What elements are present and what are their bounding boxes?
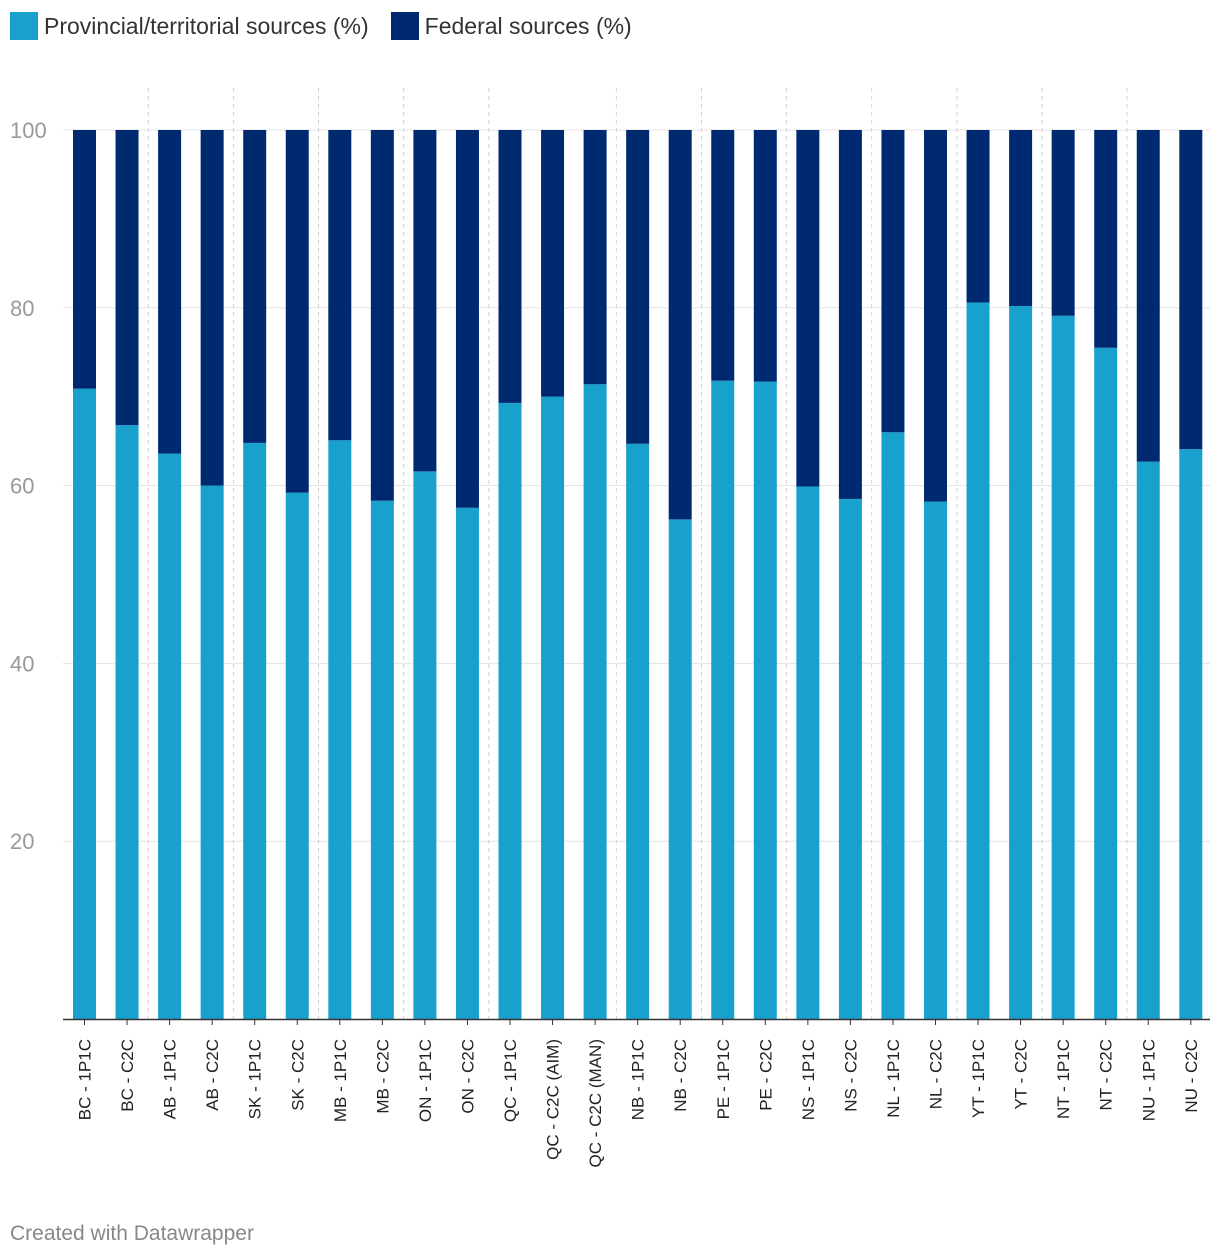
bar-federal: NS - 1P1C — Federal sources (%): 40.1 (796, 130, 820, 487)
bar-federal: AB - C2C — Federal sources (%): 40 (200, 130, 224, 486)
bar-provincial: NU - C2C — Provincial/territorial source… (1179, 449, 1203, 1019)
bar-federal: MB - 1P1C — Federal sources (%): 34.9 (328, 130, 352, 441)
bar-federal: MB - C2C — Federal sources (%): 41.7 (370, 130, 394, 501)
bar-provincial: QC - C2C (MAN) — Provincial/territorial … (583, 384, 607, 1019)
bar-provincial: NL - C2C — Provincial/territorial source… (924, 501, 947, 1019)
y-tick-label-20: 20 (10, 829, 34, 854)
bar-provincial: AB - 1P1C — Provincial/territorial sourc… (158, 453, 182, 1019)
credit-footer[interactable]: Created with Datawrapper (10, 1222, 254, 1245)
bar-provincial: BC - 1P1C — Provincial/territorial sourc… (73, 388, 96, 1020)
legend-label-provincial: Provincial/territorial sources (%) (44, 12, 369, 39)
bar-federal: NT - C2C — Federal sources (%): 24.5 (1094, 130, 1118, 348)
bar-federal: QC - 1P1C — Federal sources (%): 30.7 (498, 130, 522, 403)
x-tick-label: MB - 1P1C (331, 1039, 350, 1122)
y-tick-label-40: 40 (10, 651, 34, 676)
bar-federal: BC - C2C — Federal sources (%): 33.2 (115, 130, 139, 426)
bar-federal: NS - C2C — Federal sources (%): 41.5 (838, 130, 862, 499)
x-tick-label: QC - 1P1C (501, 1039, 520, 1122)
x-tick-label: BC - 1P1C (76, 1039, 95, 1120)
bar-federal: NB - 1P1C — Federal sources (%): 35.3 (626, 130, 650, 444)
bar-federal: NB - C2C — Federal sources (%): 43.8 (668, 130, 692, 520)
bar-federal: BC - 1P1C — Federal sources (%): 29.1 (73, 130, 96, 389)
y-tick-label-60: 60 (10, 474, 34, 499)
bar-federal: NU - C2C — Federal sources (%): 35.9 (1179, 130, 1203, 450)
bar-provincial: PE - 1P1C — Provincial/territorial sourc… (711, 380, 735, 1019)
legend: Provincial/territorial sources (%) Feder… (10, 12, 654, 40)
x-tick-label: QC - C2C (MAN) (586, 1039, 605, 1167)
bar-provincial: MB - C2C — Provincial/territorial source… (370, 500, 394, 1019)
y-tick-label-100: 100 (10, 118, 47, 143)
x-tick-label: ON - 1P1C (416, 1039, 435, 1122)
x-tick-label: NT - C2C (1097, 1039, 1116, 1110)
x-tick-label: QC - C2C (AIM) (544, 1039, 563, 1160)
stacked-bar-chart: 20 40 60 80 100 BC - 1P1C — Provincial/territ… (10, 88, 1210, 1167)
x-tick-label: SK - C2C (288, 1039, 307, 1111)
bar-federal: NL - C2C — Federal sources (%): 41.8 (924, 130, 947, 502)
x-tick-label: ON - C2C (458, 1039, 477, 1114)
legend-item-federal[interactable]: Federal sources (%) (390, 12, 632, 40)
x-tick-label: MB - C2C (373, 1039, 392, 1114)
x-tick-label: AB - 1P1C (161, 1039, 180, 1119)
x-tick-label: NS - 1P1C (799, 1039, 818, 1120)
bar-provincial: AB - C2C — Provincial/territorial source… (200, 485, 224, 1020)
bar-provincial: ON - 1P1C — Provincial/territorial sourc… (413, 471, 437, 1020)
bar-federal: NT - 1P1C — Federal sources (%): 20.9 (1051, 130, 1075, 316)
legend-label-federal: Federal sources (%) (424, 12, 632, 39)
bar-federal: YT - 1P1C — Federal sources (%): 19.4 (966, 130, 990, 303)
x-tick-label: NS - C2C (841, 1039, 860, 1112)
x-tick-label: SK - 1P1C (246, 1039, 265, 1119)
bar-provincial: YT - 1P1C — Provincial/territorial sourc… (966, 302, 990, 1019)
bar-federal: SK - 1P1C — Federal sources (%): 35.2 (243, 130, 267, 443)
x-tick-label: NU - C2C (1182, 1039, 1201, 1113)
x-tick-label: NL - 1P1C (884, 1039, 903, 1118)
bar-federal: AB - 1P1C — Federal sources (%): 36.4 (158, 130, 182, 454)
bar-provincial: NL - 1P1C — Provincial/territorial sourc… (881, 432, 905, 1019)
legend-swatch-federal (390, 12, 419, 40)
legend-swatch-provincial (10, 12, 38, 40)
x-tick-label: NB - 1P1C (629, 1039, 648, 1120)
x-tick-label: YT - C2C (1012, 1039, 1031, 1110)
bar-provincial: NS - C2C — Provincial/territorial source… (838, 498, 862, 1019)
bar-federal: PE - 1P1C — Federal sources (%): 28.2 (711, 130, 735, 381)
bar-provincial: BC - C2C — Provincial/territorial source… (115, 425, 139, 1019)
bar-federal: SK - C2C — Federal sources (%): 40.8 (285, 130, 309, 493)
bar-provincial: NT - 1P1C — Provincial/territorial sourc… (1051, 315, 1075, 1019)
x-tick-label: NB - C2C (671, 1039, 690, 1112)
bar-provincial: NB - C2C — Provincial/territorial source… (668, 519, 692, 1019)
legend-item-provincial[interactable]: Provincial/territorial sources (%) (10, 12, 369, 40)
bar-provincial: SK - C2C — Provincial/territorial source… (285, 492, 309, 1019)
bar-federal: ON - C2C — Federal sources (%): 42.5 (455, 130, 479, 508)
bar-provincial: NS - 1P1C — Provincial/territorial sourc… (796, 486, 820, 1019)
bar-provincial: SK - 1P1C — Provincial/territorial sourc… (243, 442, 267, 1020)
bar-federal: QC - C2C (AIM) — Federal sources (%): 30 (541, 130, 565, 397)
bar-provincial: NU - 1P1C — Provincial/territorial sourc… (1136, 461, 1160, 1019)
bar-federal: NU - 1P1C — Federal sources (%): 37.3 (1136, 130, 1160, 462)
bar-federal: ON - 1P1C — Federal sources (%): 38.4 (413, 130, 437, 472)
bar-provincial: QC - C2C (AIM) — Provincial/territorial … (541, 396, 565, 1019)
bar-provincial: NT - C2C — Provincial/territorial source… (1094, 347, 1118, 1019)
x-tick-label: NL - C2C (927, 1039, 946, 1109)
bar-provincial: NB - 1P1C — Provincial/territorial sourc… (626, 443, 650, 1019)
bar-federal: QC - C2C (MAN) — Federal sources (%): 28… (583, 130, 607, 385)
bar-federal: PE - C2C — Federal sources (%): 28.3 (753, 130, 777, 382)
bar-provincial: QC - 1P1C — Provincial/territorial sourc… (498, 402, 522, 1020)
x-tick-label: PE - C2C (756, 1039, 775, 1111)
x-tick-label: BC - C2C (118, 1039, 137, 1112)
x-tick-label: YT - 1P1C (969, 1039, 988, 1118)
x-tick-label: AB - C2C (203, 1039, 222, 1111)
bar-provincial: ON - C2C — Provincial/territorial source… (455, 507, 479, 1019)
bar-federal: NL - 1P1C — Federal sources (%): 34 (881, 130, 905, 433)
bar-provincial: PE - C2C — Provincial/territorial source… (753, 381, 777, 1019)
x-tick-label: NU - 1P1C (1139, 1039, 1158, 1121)
y-tick-label-80: 80 (10, 296, 34, 321)
bar-provincial: YT - C2C — Provincial/territorial source… (1009, 306, 1033, 1020)
bar-provincial: MB - 1P1C — Provincial/territorial sourc… (328, 440, 352, 1019)
x-tick-label: PE - 1P1C (714, 1039, 733, 1119)
x-tick-label: NT - 1P1C (1054, 1039, 1073, 1119)
bar-federal: YT - C2C — Federal sources (%): 19.8 (1009, 130, 1033, 307)
